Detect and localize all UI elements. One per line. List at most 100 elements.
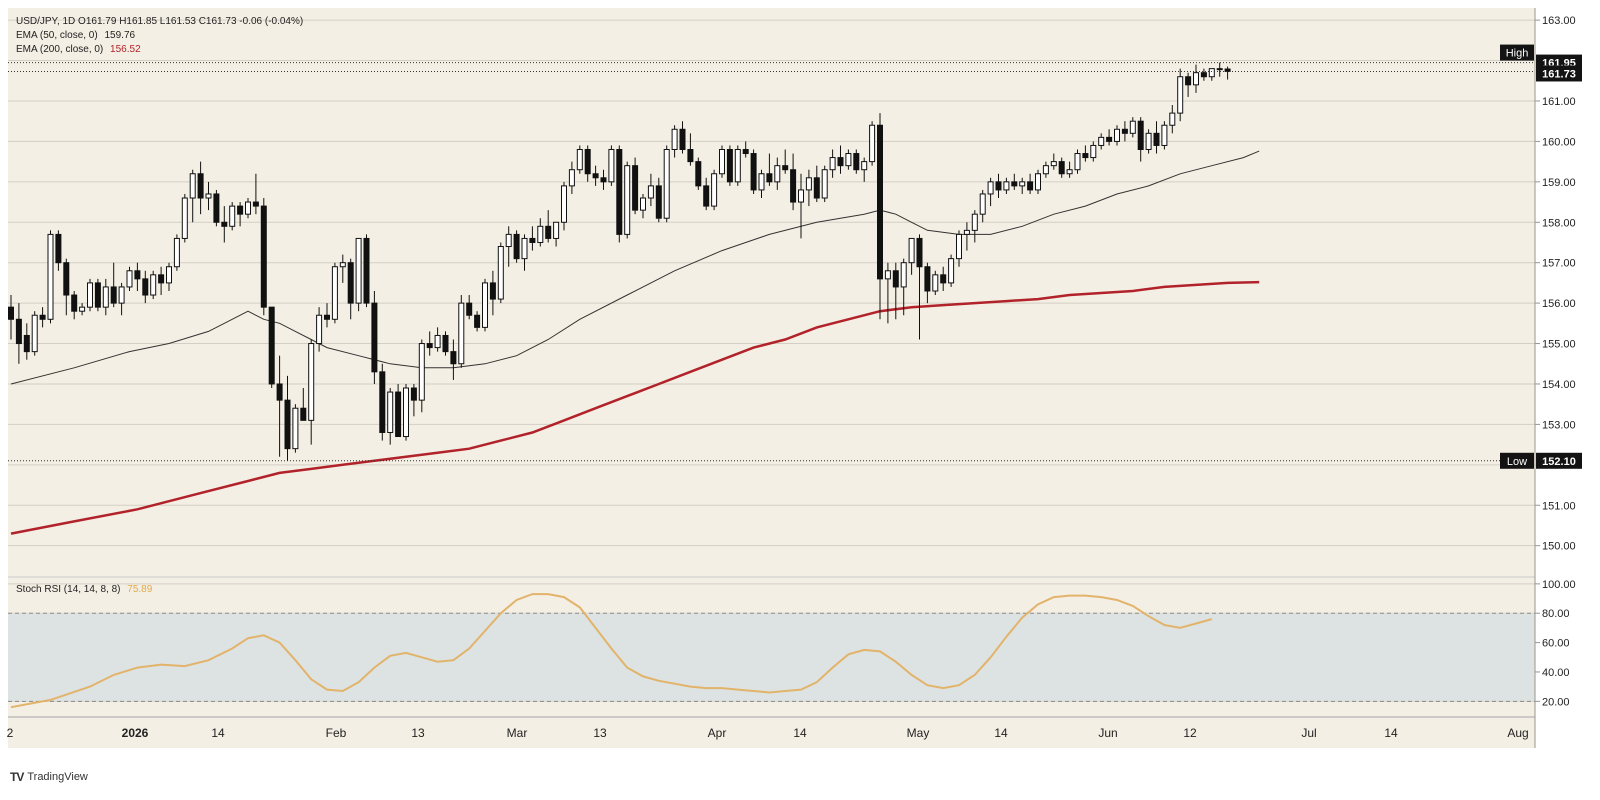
symbol-ohlc: USD/JPY, 1D O161.79 H161.85 L161.53 C161… xyxy=(16,16,304,27)
marker-value-box xyxy=(1536,65,1582,82)
candle-body xyxy=(1137,120,1144,150)
candle-body xyxy=(1074,153,1081,171)
candle xyxy=(979,189,986,223)
candle-body xyxy=(892,270,899,288)
candle-body xyxy=(1019,181,1026,187)
tradingview-logo-icon: TV xyxy=(10,770,24,784)
candle xyxy=(805,169,812,207)
time-tick-label: 12 xyxy=(1183,726,1197,740)
candle xyxy=(1208,68,1215,81)
candle-body xyxy=(529,237,536,243)
candle-body xyxy=(213,193,220,223)
candle xyxy=(221,206,228,243)
candle-body xyxy=(1027,181,1034,191)
stoch-line xyxy=(10,593,1213,709)
candle xyxy=(276,355,283,457)
candle xyxy=(616,145,623,243)
candle xyxy=(316,307,323,352)
candle xyxy=(442,331,449,356)
candle-body xyxy=(821,169,828,199)
price-axis[interactable]: 163.00 161.00 160.00 159.00 158.00 157.00 156.… xyxy=(1535,15,1576,553)
candle xyxy=(1019,177,1026,194)
candle-body xyxy=(118,286,125,304)
candle-body xyxy=(932,274,939,292)
candle xyxy=(1153,121,1160,154)
candle-body xyxy=(355,237,362,304)
candle xyxy=(568,161,575,194)
marker-label: High xyxy=(1506,48,1529,60)
ema50-line xyxy=(10,150,1260,385)
price-pane-background xyxy=(8,8,1535,576)
candle xyxy=(1137,117,1144,162)
candle-body xyxy=(861,161,868,171)
symbol-legend[interactable]: USD/JPY, 1D O161.79 H161.85 L161.53 C161… xyxy=(16,16,303,27)
candle-body xyxy=(1216,68,1223,71)
ema200-legend[interactable]: EMA (200, close, 0) 156.52 xyxy=(16,44,141,55)
candle xyxy=(1042,161,1049,178)
candle-body xyxy=(963,229,970,235)
candle xyxy=(1121,121,1128,142)
candle-body xyxy=(853,153,860,171)
candle-body xyxy=(790,169,797,203)
candle xyxy=(118,282,125,316)
candle-body xyxy=(537,225,544,243)
candle xyxy=(719,145,725,178)
candle xyxy=(1145,129,1152,154)
candle-body xyxy=(387,391,394,433)
ema200-value: 156.52 xyxy=(110,44,141,55)
candle-body xyxy=(150,274,157,296)
candle-body xyxy=(102,286,109,308)
candle-body xyxy=(1145,132,1152,150)
ema200-line xyxy=(10,280,1260,535)
candle xyxy=(869,121,876,166)
candle-body xyxy=(711,173,718,207)
stoch-legend[interactable]: Stoch RSI (14, 14, 8, 8) 75.89 xyxy=(16,584,152,595)
candle-body xyxy=(63,262,70,296)
ema50-path xyxy=(10,150,1260,385)
stoch-tick-label: 80.00 xyxy=(1542,608,1570,620)
candle-body xyxy=(695,161,702,187)
candle-body xyxy=(979,193,986,215)
stoch-label: Stoch RSI (14, 14, 8, 8) xyxy=(16,584,121,595)
stoch-value: 75.89 xyxy=(127,584,153,595)
candle xyxy=(695,157,702,190)
candle-body xyxy=(166,266,172,284)
candle-body xyxy=(877,124,883,280)
candles xyxy=(8,62,1231,461)
candle xyxy=(379,363,386,441)
candle xyxy=(260,198,267,316)
candle xyxy=(553,221,560,247)
candle-body xyxy=(268,306,275,385)
candle xyxy=(995,173,1002,199)
candle-body xyxy=(663,148,670,219)
candle-body xyxy=(410,387,417,401)
candle xyxy=(956,230,962,267)
candle xyxy=(821,165,828,203)
candle-body xyxy=(758,173,765,191)
candle-body xyxy=(687,148,694,163)
candle-body xyxy=(482,282,488,328)
candle-body xyxy=(442,334,449,353)
candle-body xyxy=(79,306,86,312)
candle-body xyxy=(782,165,789,171)
tradingview-brand[interactable]: TV TradingView xyxy=(10,770,88,784)
candle-body xyxy=(956,233,962,260)
candle xyxy=(450,339,457,380)
candle xyxy=(1090,141,1097,162)
candle-body xyxy=(39,314,46,320)
time-axis[interactable]: 2 2026 14 Feb 13 Mar 13 Apr 14 May 14 Jun 12 Jul 14 Aug xyxy=(7,726,1529,740)
ema50-legend[interactable]: EMA (50, close, 0) 159.76 xyxy=(16,30,135,41)
candle-body xyxy=(703,185,710,207)
candle xyxy=(774,157,781,190)
price-axis-background xyxy=(1535,8,1600,748)
candle xyxy=(726,145,733,186)
candle xyxy=(1035,169,1041,194)
candle xyxy=(15,303,22,364)
candle xyxy=(497,242,504,304)
candle-body xyxy=(505,233,512,248)
candle xyxy=(371,290,378,384)
candle xyxy=(750,149,757,194)
candle xyxy=(434,327,441,352)
candle xyxy=(584,145,591,182)
